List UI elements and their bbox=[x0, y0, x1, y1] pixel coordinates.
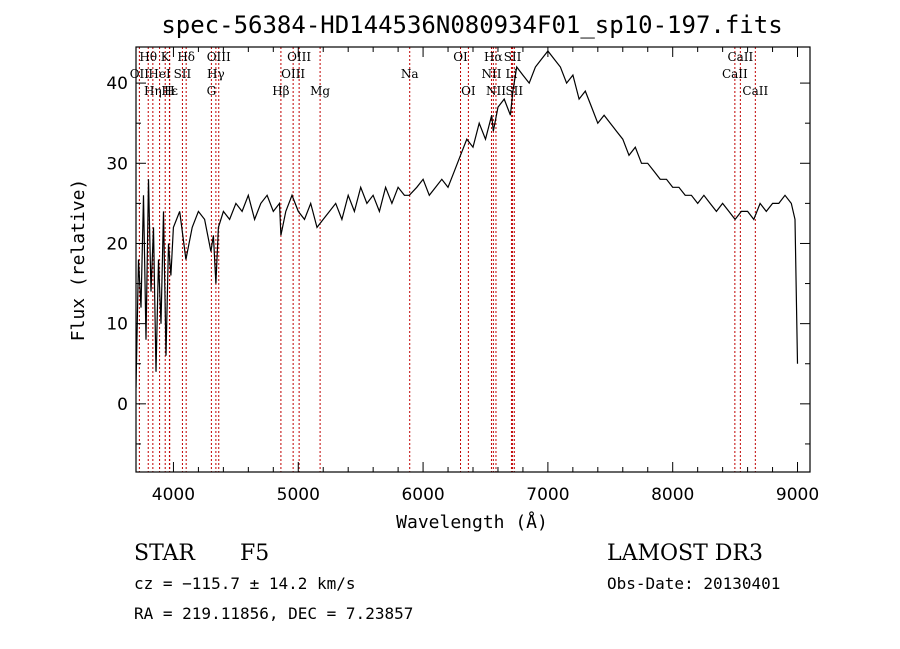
line-label-12: Hβ bbox=[272, 84, 289, 98]
line-label-15: Mg bbox=[310, 84, 330, 98]
line-label-20: NII bbox=[481, 67, 501, 81]
y-tick-label-1: 10 bbox=[106, 315, 128, 335]
line-label-21: NII bbox=[486, 84, 506, 98]
x-tick-label-1: 5000 bbox=[277, 485, 320, 505]
line-label-18: OI bbox=[461, 84, 476, 98]
flux-series-line bbox=[136, 50, 799, 388]
x-axis-ticks: 4000 5000 6000 7000 8000 9000 bbox=[152, 47, 819, 505]
line-label-7: Hδ bbox=[177, 50, 195, 64]
line-label-25: CaII bbox=[727, 50, 753, 64]
line-label-9: OIII bbox=[207, 50, 231, 64]
line-label-1: OII bbox=[130, 67, 150, 81]
y-tick-label-4: 40 bbox=[106, 74, 128, 94]
x-axis-label: Wavelength (Å) bbox=[396, 511, 548, 533]
line-label-17: OI bbox=[453, 50, 468, 64]
line-label-26: CaII bbox=[722, 67, 748, 81]
plot-frame bbox=[135, 46, 811, 473]
sky-coordinates: RA = 219.11856, DEC = 7.23857 bbox=[134, 604, 413, 623]
line-label-11: G bbox=[207, 84, 217, 98]
line-label-5: Hε bbox=[161, 84, 178, 98]
line-label-2: Hη bbox=[144, 84, 162, 98]
redshift-velocity: cz = −115.7 ± 14.2 km/s bbox=[134, 574, 356, 593]
y-axis-ticks: 0 10 20 30 40 bbox=[106, 74, 810, 445]
spectral-line-labels: Hθ OII Hη K HeI HεH Hδ SII OIII Hγ G Hβ OIII OIII Mg Na… bbox=[130, 50, 769, 98]
x-tick-label-3: 7000 bbox=[526, 485, 569, 505]
line-label-14: OIII bbox=[281, 67, 305, 81]
line-label-23: Li bbox=[506, 67, 518, 81]
object-class: STAR bbox=[134, 541, 196, 566]
line-label-22: SII bbox=[504, 50, 522, 64]
line-label-6: H bbox=[164, 84, 174, 98]
line-label-0: Hθ bbox=[139, 50, 157, 64]
x-tick-label-2: 6000 bbox=[401, 485, 444, 505]
line-label-24: SII bbox=[505, 84, 523, 98]
x-tick-label-0: 4000 bbox=[152, 485, 195, 505]
line-label-16: Na bbox=[401, 67, 419, 81]
x-tick-label-4: 8000 bbox=[651, 485, 694, 505]
y-tick-label-0: 0 bbox=[117, 395, 128, 415]
line-label-27: CaII bbox=[742, 84, 768, 98]
line-label-10: Hγ bbox=[207, 67, 225, 81]
line-label-19: Hα bbox=[484, 50, 503, 64]
chart-title: spec-56384-HD144536N080934F01_sp10-197.f… bbox=[161, 11, 782, 39]
observation-date: Obs-Date: 20130401 bbox=[607, 574, 780, 593]
line-label-8: SII bbox=[174, 67, 192, 81]
line-label-3: K bbox=[161, 50, 171, 64]
y-tick-label-3: 30 bbox=[106, 154, 128, 174]
y-tick-label-2: 20 bbox=[106, 234, 128, 254]
object-subclass: F5 bbox=[240, 541, 269, 566]
line-label-13: OIII bbox=[287, 50, 311, 64]
line-label-4: HeI bbox=[148, 67, 171, 81]
x-tick-label-5: 9000 bbox=[776, 485, 819, 505]
spectral-line-markers bbox=[138, 47, 756, 472]
survey-name: LAMOST DR3 bbox=[607, 541, 763, 566]
y-axis-label: Flux (relative) bbox=[68, 179, 89, 342]
